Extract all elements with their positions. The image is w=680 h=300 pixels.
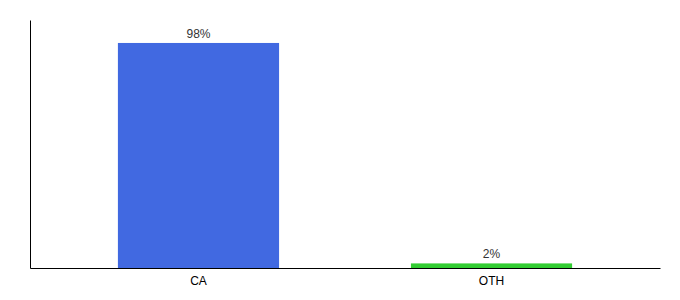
bars (118, 43, 572, 268)
bar (118, 43, 279, 268)
data-label: 2% (483, 247, 501, 261)
x-tick: OTH (479, 274, 504, 288)
x-axis-line (31, 268, 661, 269)
x-tick: CA (190, 274, 207, 288)
y-axis-line (30, 21, 31, 269)
x-axis: CA OTH (31, 269, 661, 288)
bar (411, 263, 572, 268)
data-labels: 98% 2% (186, 27, 500, 261)
x-tick-label: CA (190, 274, 207, 288)
chart: CA OTH 98% 2% (0, 0, 680, 300)
plot: CA OTH 98% 2% (31, 21, 661, 288)
y-axis (30, 21, 31, 269)
data-label: 98% (186, 27, 210, 41)
x-tick-label: OTH (479, 274, 504, 288)
